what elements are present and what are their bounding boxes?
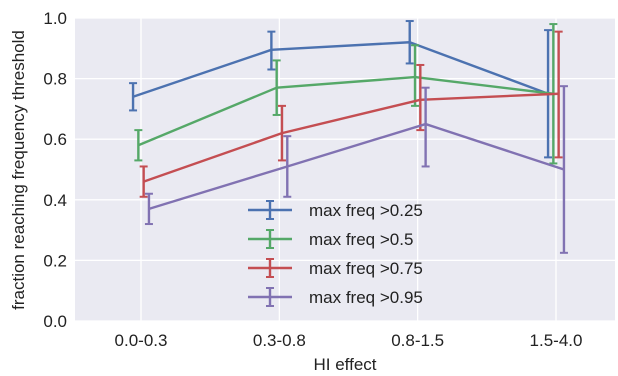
y-tick-label: 0.6: [43, 130, 67, 149]
series-line: [137, 75, 554, 147]
y-tick-label: 0.4: [43, 191, 67, 210]
legend-label: max freq >0.5: [309, 230, 413, 249]
grid-lines: [75, 17, 615, 322]
plot-background: [75, 18, 615, 321]
x-axis-label: HI effect: [314, 355, 377, 374]
legend-entry: max freq >0.25: [248, 200, 423, 220]
legend-label: max freq >0.95: [309, 288, 423, 307]
legend-label: max freq >0.25: [309, 201, 423, 220]
y-axis-label: fraction reaching frequency threshold: [9, 30, 28, 310]
series-line: [148, 122, 565, 211]
series-line: [132, 41, 549, 98]
x-tick-label: 0.3-0.8: [253, 331, 306, 350]
legend-entry: max freq >0.95: [248, 287, 423, 307]
y-tick-label: 0.0: [43, 312, 67, 331]
series-group: [134, 23, 558, 165]
series-group: [139, 30, 563, 198]
x-tick-label: 0.8-1.5: [391, 331, 444, 350]
legend-label: max freq >0.75: [309, 259, 423, 278]
x-tick-label: 0.0-0.3: [115, 331, 168, 350]
y-tick-label: 0.8: [43, 70, 67, 89]
legend-entry: max freq >0.75: [248, 258, 423, 278]
y-tick-label: 0.2: [43, 251, 67, 270]
series-lines: [129, 20, 568, 254]
legend-entry: max freq >0.5: [248, 229, 413, 249]
series-group: [144, 85, 568, 254]
legend: max freq >0.25 max freq >0.5 max freq >0.7…: [248, 200, 423, 307]
series-line: [143, 92, 559, 183]
x-tick-label: 1.5-4.0: [530, 331, 583, 350]
y-tick-label: 1.0: [43, 9, 67, 28]
tick-labels: 0.0 0.2 0.4 0.6 0.8 1.0 0.0-0.3 0.3-0.8 0.8-1.5 1…: [43, 9, 582, 350]
